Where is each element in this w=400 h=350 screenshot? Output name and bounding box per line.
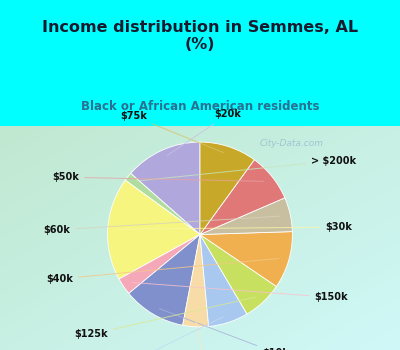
Text: $75k: $75k	[120, 111, 224, 153]
Text: $60k: $60k	[43, 216, 280, 235]
Text: $125k: $125k	[74, 297, 256, 339]
Wedge shape	[200, 142, 254, 235]
Text: $100k: $100k	[120, 317, 224, 350]
Text: City-Data.com: City-Data.com	[260, 139, 324, 148]
Text: $200k: $200k	[188, 322, 222, 350]
Wedge shape	[200, 234, 247, 327]
Wedge shape	[200, 234, 276, 314]
Text: Black or African American residents: Black or African American residents	[81, 100, 319, 113]
Text: $50k: $50k	[52, 172, 264, 182]
Text: > $200k: > $200k	[136, 156, 356, 181]
Wedge shape	[108, 180, 200, 279]
Wedge shape	[183, 234, 209, 327]
Wedge shape	[200, 198, 292, 234]
Wedge shape	[125, 173, 200, 234]
Text: $10k: $10k	[159, 309, 289, 350]
Text: $20k: $20k	[167, 110, 241, 155]
Wedge shape	[129, 234, 200, 325]
Text: $150k: $150k	[132, 282, 348, 302]
Text: $40k: $40k	[46, 258, 279, 284]
Text: Income distribution in Semmes, AL
(%): Income distribution in Semmes, AL (%)	[42, 20, 358, 52]
Wedge shape	[131, 142, 200, 235]
Wedge shape	[200, 160, 285, 234]
Wedge shape	[119, 234, 200, 293]
Wedge shape	[200, 232, 292, 286]
Text: $30k: $30k	[118, 222, 352, 232]
